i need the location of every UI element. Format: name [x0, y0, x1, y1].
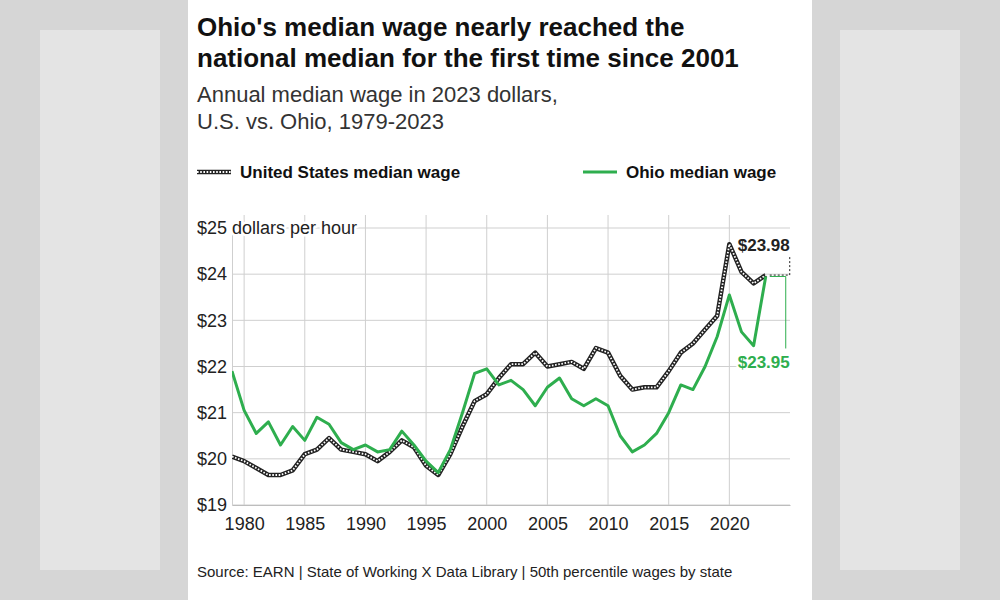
x-tick-label: 1980	[225, 514, 265, 534]
x-tick: 1985	[285, 505, 325, 534]
grid-line-y	[232, 320, 790, 321]
grid-line-x	[304, 215, 305, 505]
x-tick-label: 2000	[467, 514, 507, 534]
annotation-connector	[770, 255, 790, 275]
legend-swatch	[197, 171, 231, 173]
y-tick-label: $24	[197, 264, 227, 284]
background	[0, 0, 1000, 600]
x-tick: 2000	[467, 505, 507, 534]
legend-item: United States median wage	[197, 163, 460, 182]
y-tick-label: $20	[197, 449, 227, 469]
legend-swatch	[583, 171, 617, 174]
x-tick-label: 2020	[710, 514, 750, 534]
x-axis: 1980 1985 1990 1995 2000 2005 2010 2015 2020	[225, 505, 791, 534]
background-blur	[840, 30, 960, 570]
y-tick-label: $19	[197, 495, 227, 515]
x-tick-label: 1995	[407, 514, 447, 534]
legend-item: Ohio median wage	[583, 163, 776, 182]
y-tick: $24	[197, 264, 232, 284]
x-tick: 1995	[407, 505, 447, 534]
y-tick: $25 dollars per hour	[197, 218, 357, 238]
x-tick-label: 2005	[528, 514, 568, 534]
annotation: $23.95	[738, 353, 790, 372]
y-axis-line	[232, 229, 233, 506]
x-tick: 1980	[225, 505, 265, 534]
annotation-connector	[770, 276, 786, 348]
annotations: $23.98 $23.95	[738, 236, 790, 372]
y-axis: $19 $20 $21 $22 $23 $24 $25 dollars per hour	[197, 218, 357, 515]
grid-line-y	[232, 412, 790, 413]
x-tick-label: 2015	[649, 514, 689, 534]
x-tick-label: 1985	[285, 514, 325, 534]
y-tick-label: $22	[197, 357, 227, 377]
grid	[232, 215, 790, 505]
grid-line-x	[668, 215, 669, 505]
legend-label: Ohio median wage	[626, 163, 776, 182]
y-tick: $19	[197, 495, 232, 515]
y-tick: $23	[197, 311, 232, 331]
x-tick: 2015	[649, 505, 689, 534]
annotation: $23.98	[738, 236, 790, 255]
chart: Ohio's median wage nearly reached thenat…	[0, 0, 1000, 600]
y-tick-label: $25 dollars per hour	[197, 218, 357, 238]
x-tick: 2005	[528, 505, 568, 534]
y-tick-label: $23	[197, 311, 227, 331]
source: Source: EARN | State of Working X Data L…	[197, 563, 732, 580]
x-tick-label: 2010	[589, 514, 629, 534]
legend: United States median wage Ohio median wag…	[197, 163, 776, 182]
background-blur	[40, 30, 160, 570]
y-tick: $22	[197, 357, 232, 377]
x-tick: 2010	[589, 505, 629, 534]
grid-line-x	[608, 215, 609, 505]
series-line	[232, 276, 766, 472]
series-line-texture	[232, 244, 766, 475]
y-tick-label: $21	[197, 403, 227, 423]
x-tick: 2020	[710, 505, 750, 534]
grid-line-x	[365, 215, 366, 505]
grid-line-y	[232, 458, 790, 459]
x-axis-line	[233, 505, 791, 506]
panel	[188, 0, 812, 600]
grid-line-x	[547, 215, 548, 505]
grid-line-x	[486, 215, 487, 505]
y-tick: $20	[197, 449, 232, 469]
legend-swatch	[197, 170, 231, 175]
y-tick: $21	[197, 403, 232, 423]
x-tick-label: 1990	[346, 514, 386, 534]
title: Ohio's median wage nearly reached thenat…	[197, 12, 739, 73]
legend-label: United States median wage	[240, 163, 460, 182]
subtitle: Annual median wage in 2023 dollars,U.S. …	[197, 82, 558, 134]
x-tick: 1990	[346, 505, 386, 534]
plot-marks	[232, 244, 766, 475]
grid-line-y	[232, 274, 790, 275]
grid-line-y	[232, 505, 790, 506]
series-line	[232, 244, 766, 475]
